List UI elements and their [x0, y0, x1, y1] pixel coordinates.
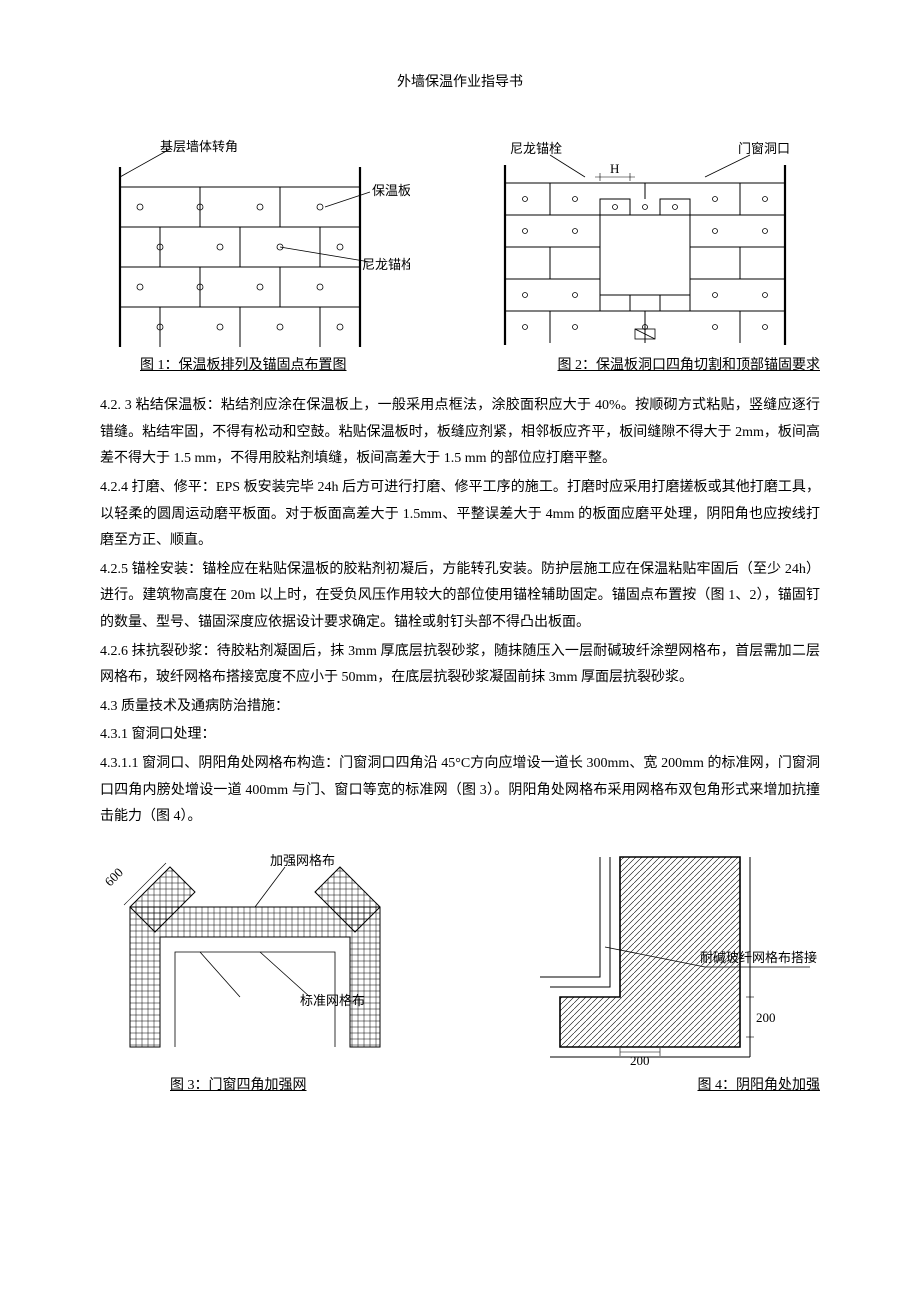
caption-row-1-2: 图 1：保温板排列及锚固点布置图 图 2：保温板洞口四角切割和顶部锚固要求 [100, 353, 820, 380]
figure-1: 基层墙体转角 保温板 尼龙锚栓 [100, 137, 410, 347]
fig3-label-standard: 标准网格布 [300, 993, 365, 1008]
para-4-3: 4.3 质量技术及通病防治措施： [100, 694, 820, 721]
svg-text:H: H [610, 161, 619, 176]
para-4-2-4: 4.2.4 打磨、修平：EPS 板安装完毕 24h 后方可进行打磨、修平工序的施… [100, 475, 820, 555]
svg-text:200: 200 [630, 1053, 650, 1067]
figure-row-3-4: 600 加强网格布 标准网格布 [100, 847, 820, 1067]
para-4-2-3: 4.2. 3 粘结保温板：粘结剂应涂在保温板上，一般采用点框法，涂胶面积应大于 … [100, 393, 820, 473]
svg-text:600: 600 [102, 864, 126, 888]
fig2-label-opening: 门窗洞口 [738, 141, 790, 156]
fig1-label-anchor: 尼龙锚栓 [362, 257, 410, 272]
caption-fig4: 图 4：阴阳角处加强 [698, 1073, 821, 1100]
caption-fig2: 图 2：保温板洞口四角切割和顶部锚固要求 [558, 353, 821, 380]
page-title: 外墙保温作业指导书 [100, 70, 820, 97]
figure-4: 200 200 耐碱玻纤网格布搭接 [520, 847, 820, 1067]
figure-row-1-2: 基层墙体转角 保温板 尼龙锚栓 [100, 137, 820, 347]
figure-3: 600 加强网格布 标准网格布 [100, 847, 440, 1067]
fig4-label-mesh: 耐碱玻纤网格布搭接 [700, 950, 817, 965]
svg-text:200: 200 [756, 1010, 776, 1025]
para-4-3-1-1: 4.3.1.1 窗洞口、阴阳角处网格布构造：门窗洞口四角沿 45°C方向应增设一… [100, 751, 820, 831]
caption-fig1: 图 1：保温板排列及锚固点布置图 [140, 353, 347, 380]
para-4-2-6: 4.2.6 抹抗裂砂浆：待胶粘剂凝固后，抹 3mm 厚底层抗裂砂浆，随抹随压入一… [100, 639, 820, 692]
fig3-label-reinforce: 加强网格布 [270, 853, 335, 868]
para-4-3-1: 4.3.1 窗洞口处理： [100, 722, 820, 749]
fig1-label-corner: 基层墙体转角 [160, 139, 238, 154]
caption-fig3: 图 3：门窗四角加强网 [170, 1073, 307, 1100]
fig1-label-board: 保温板 [372, 183, 410, 198]
fig2-label-anchor: 尼龙锚栓 [510, 141, 562, 156]
figure-2: H 尼龙锚栓 门窗洞口 [490, 137, 820, 347]
para-4-2-5: 4.2.5 锚栓安装：锚栓应在粘贴保温板的胶粘剂初凝后，方能转孔安装。防护层施工… [100, 557, 820, 637]
caption-row-3-4: 图 3：门窗四角加强网 图 4：阴阳角处加强 [100, 1073, 820, 1100]
